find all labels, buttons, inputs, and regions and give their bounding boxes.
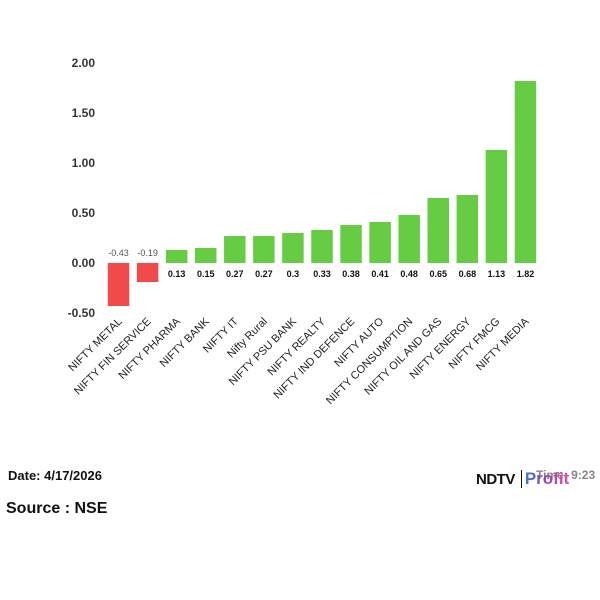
data-label: 0.48 — [400, 269, 418, 279]
bar — [165, 250, 188, 263]
data-label: 0.65 — [430, 269, 448, 279]
bar — [456, 195, 479, 263]
bar — [224, 236, 246, 263]
bar — [107, 263, 130, 306]
brand-separator — [520, 470, 522, 488]
data-label: -0.43 — [108, 248, 129, 258]
data-label: 0.38 — [342, 269, 360, 279]
data-label: 0.13 — [168, 269, 186, 279]
bar — [253, 236, 275, 263]
bar — [485, 150, 508, 263]
y-tick-label: 2.00 — [72, 56, 96, 70]
y-tick-label: -0.50 — [68, 306, 96, 320]
data-label: 1.13 — [488, 269, 506, 279]
data-label: 0.27 — [226, 269, 244, 279]
y-tick-label: 0.50 — [72, 206, 96, 220]
data-label: 1.82 — [517, 269, 535, 279]
bar — [369, 222, 391, 263]
y-tick-label: 1.50 — [72, 106, 96, 120]
data-label: 0.68 — [459, 269, 477, 279]
time-label: Time: 9:23 — [536, 468, 596, 482]
bar — [398, 215, 420, 263]
data-label: 0.33 — [313, 269, 331, 279]
y-tick-label: 0.00 — [72, 256, 96, 270]
bar — [282, 233, 304, 263]
data-label: 0.15 — [197, 269, 215, 279]
date-label: Date: 4/17/2026 — [8, 468, 102, 483]
bar — [427, 198, 450, 263]
data-label: 0.27 — [255, 269, 273, 279]
data-label: 0.41 — [371, 269, 389, 279]
bar — [136, 263, 159, 282]
source-label: Source : NSE — [6, 500, 108, 517]
bar — [514, 81, 537, 263]
brand-logo: NDTV Profit — [476, 468, 569, 490]
data-label: -0.19 — [137, 248, 158, 258]
bar — [311, 230, 333, 263]
bar — [340, 225, 362, 263]
x-tick-label: NIFTY MEDIA — [474, 315, 532, 373]
y-tick-label: 1.00 — [72, 156, 96, 170]
brand-ndtv-text: NDTV — [476, 470, 515, 488]
bar — [194, 248, 217, 263]
data-label: 0.3 — [287, 269, 300, 279]
brand-profit-text: Profit — [524, 469, 570, 488]
